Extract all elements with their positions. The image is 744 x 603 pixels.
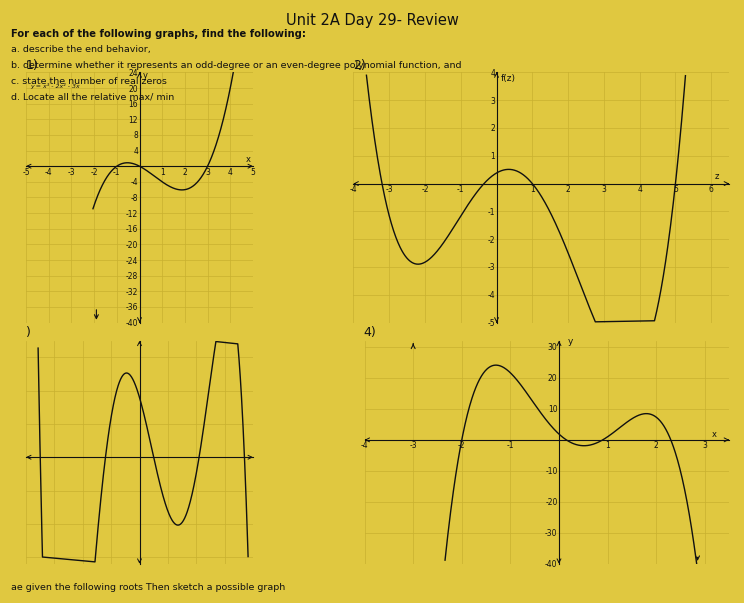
Text: Unit 2A Day 29- Review: Unit 2A Day 29- Review [286,13,458,28]
Text: a. describe the end behavior,: a. describe the end behavior, [11,45,151,54]
Text: ): ) [26,326,31,339]
Text: z: z [715,172,719,180]
Text: y: y [568,337,573,346]
Text: x: x [246,154,251,163]
Text: 4): 4) [363,326,376,339]
Text: For each of the following graphs, find the following:: For each of the following graphs, find t… [11,29,307,39]
Text: 2): 2) [353,59,366,72]
Text: 1): 1) [26,59,39,72]
Text: b. determine whether it represents an odd-degree or an even-degree polynomial fu: b. determine whether it represents an od… [11,61,462,70]
Text: f(z): f(z) [501,74,516,83]
Text: d. Locate all the relative max/ min: d. Locate all the relative max/ min [11,92,174,101]
Text: c. state the number of real zeros: c. state the number of real zeros [11,77,167,86]
Text: ae given the following roots Then sketch a possible graph: ae given the following roots Then sketch… [11,583,286,592]
Text: y = x³ - 2x² - 3x: y = x³ - 2x² - 3x [31,83,80,89]
Text: x: x [712,430,717,439]
Text: y: y [143,71,148,80]
